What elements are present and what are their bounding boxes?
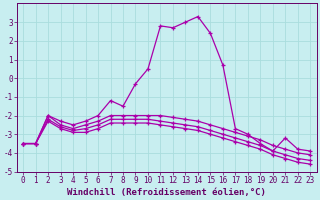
X-axis label: Windchill (Refroidissement éolien,°C): Windchill (Refroidissement éolien,°C) [67,188,266,197]
